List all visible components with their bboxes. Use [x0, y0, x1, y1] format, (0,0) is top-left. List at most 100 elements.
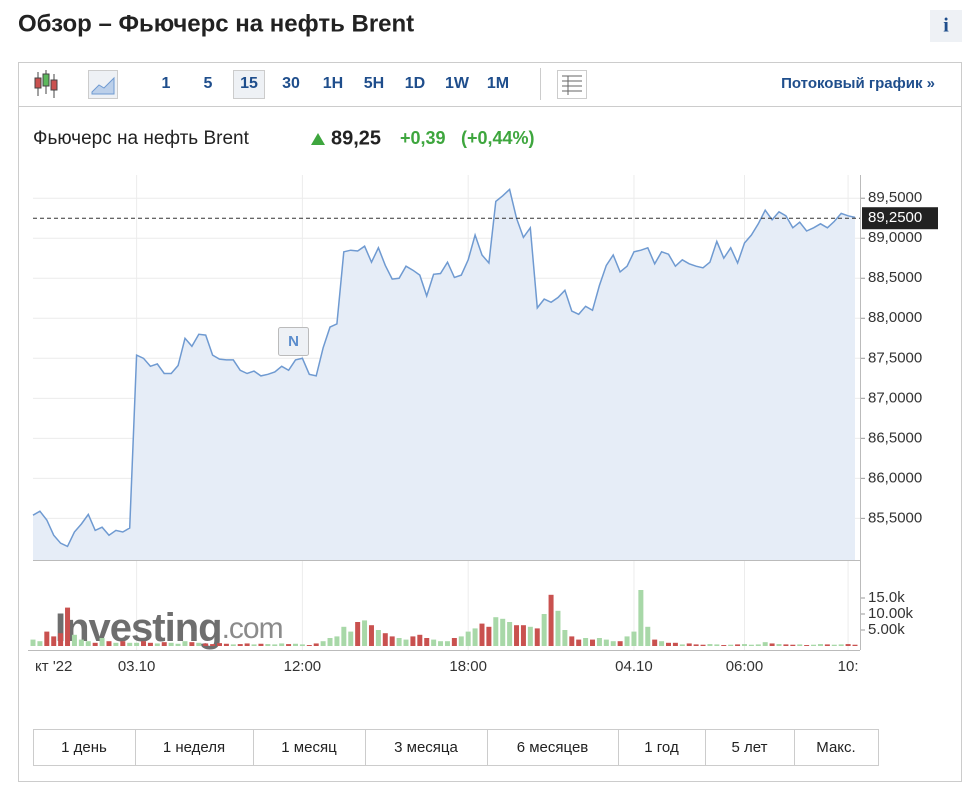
volume-bar: [424, 638, 430, 646]
interval-button[interactable]: 1W: [445, 75, 470, 92]
range-button[interactable]: [487, 729, 619, 766]
volume-bar: [583, 638, 589, 646]
volume-bar: [707, 644, 713, 646]
news-marker[interactable]: N: [288, 333, 299, 350]
interval-selected[interactable]: [233, 70, 265, 99]
range-button-label[interactable]: 1 неделя: [163, 739, 225, 756]
y-tick-label: 86,0000: [868, 469, 922, 486]
interval-button[interactable]: 1M: [487, 75, 509, 92]
volume-bar: [548, 594, 554, 646]
volume-bar: [320, 641, 326, 646]
volume-bar: [210, 644, 216, 646]
range-button[interactable]: [365, 729, 488, 766]
volume-bar: [168, 642, 174, 646]
interval-button[interactable]: 5: [204, 75, 213, 92]
price-line: [32, 187, 856, 548]
range-button-label[interactable]: 1 день: [61, 739, 107, 756]
volume-bar: [327, 638, 333, 646]
streaming-link[interactable]: Потоковый график »: [781, 75, 935, 92]
volume-bar: [299, 644, 305, 646]
volume-bar: [230, 644, 236, 646]
interval-button[interactable]: 30: [282, 75, 300, 92]
volume-bar: [134, 642, 140, 646]
volume-bar: [451, 638, 457, 646]
interval-button[interactable]: 5H: [364, 75, 384, 92]
volume-bar: [590, 639, 596, 646]
volume-bar: [92, 642, 98, 646]
watermark-suffix: .com: [222, 612, 283, 645]
interval-button[interactable]: 1D: [405, 75, 425, 92]
range-button[interactable]: [794, 729, 879, 766]
range-button[interactable]: [33, 729, 136, 766]
volume-bar: [610, 641, 616, 646]
page-title: Обзор – Фьючерс на нефть Brent: [18, 10, 414, 37]
y-tick-label: 89,0000: [868, 229, 922, 246]
interval-button[interactable]: 15: [240, 75, 258, 92]
volume-bar: [728, 644, 734, 646]
x-tick-label: кт '22: [35, 658, 72, 675]
volume-bar: [182, 641, 188, 646]
y2-tick-label: 5.00k: [868, 621, 905, 638]
y-tick-label: 85,5000: [868, 509, 922, 526]
current-price-box: [862, 207, 938, 230]
info-button[interactable]: [930, 10, 962, 42]
volume-bar: [65, 607, 71, 646]
volume-bar: [189, 642, 195, 646]
range-button[interactable]: [135, 729, 254, 766]
volume-bar: [576, 639, 582, 646]
volume-bar: [127, 642, 133, 646]
y-tick-label: 89,5000: [868, 189, 922, 206]
volume-bar: [237, 644, 243, 646]
volume-bar: [78, 639, 84, 646]
range-button-label[interactable]: 6 месяцев: [517, 739, 589, 756]
volume-bar: [313, 643, 319, 646]
info-icon[interactable]: i: [943, 15, 949, 37]
current-price-label: 89,2500: [868, 209, 922, 226]
volume-bar: [735, 644, 741, 646]
table-icon: [562, 75, 582, 95]
volume-bar: [500, 618, 506, 646]
volume-bar: [355, 622, 361, 646]
volume-bar: [85, 641, 91, 646]
range-button-label[interactable]: 1 год: [644, 739, 679, 756]
volume-bar: [37, 641, 43, 646]
interval-button[interactable]: 1H: [323, 75, 343, 92]
range-button-label[interactable]: 1 месяц: [281, 739, 337, 756]
y-tick-label: 88,0000: [868, 309, 922, 326]
interval-button[interactable]: 1: [162, 75, 171, 92]
volume-bar: [30, 639, 36, 646]
news-marker-box[interactable]: [278, 327, 309, 356]
volume-bar: [147, 642, 153, 646]
price-change: +0,39: [400, 128, 446, 148]
up-arrow: [311, 133, 325, 145]
volume-bar: [665, 642, 671, 646]
volume-bar: [555, 610, 561, 646]
volume-bar: [541, 614, 547, 646]
volume-bar: [479, 623, 485, 646]
volume-bar: [444, 641, 450, 646]
volume-bar: [362, 620, 368, 646]
range-button[interactable]: [618, 729, 706, 766]
volume-bar: [244, 643, 250, 646]
range-button-label[interactable]: 3 месяца: [394, 739, 458, 756]
volume-bar: [762, 642, 768, 646]
volume-bar: [790, 644, 796, 646]
volume-bar: [797, 644, 803, 646]
price-area: [33, 189, 855, 560]
instrument-name: Фьючерс на нефть Brent: [33, 128, 250, 149]
range-button-label[interactable]: Макс.: [816, 739, 855, 756]
volume-bar: [265, 644, 271, 646]
candle-icon[interactable]: [34, 70, 58, 98]
x-tick-label: 18:00: [449, 658, 487, 675]
volume-bar: [652, 639, 658, 646]
plot: 85,5000 86,0000 86,5000 87,0000 87,5000 88,00…: [28, 175, 938, 675]
range-button-label[interactable]: 5 лет: [732, 739, 768, 756]
volume-bar: [824, 644, 830, 646]
volume-bar: [279, 643, 285, 646]
volume-bar: [783, 644, 789, 646]
table-icon-button[interactable]: [557, 70, 587, 99]
volume-bar: [341, 626, 347, 646]
volume-bar: [686, 643, 692, 646]
range-button[interactable]: [253, 729, 366, 766]
